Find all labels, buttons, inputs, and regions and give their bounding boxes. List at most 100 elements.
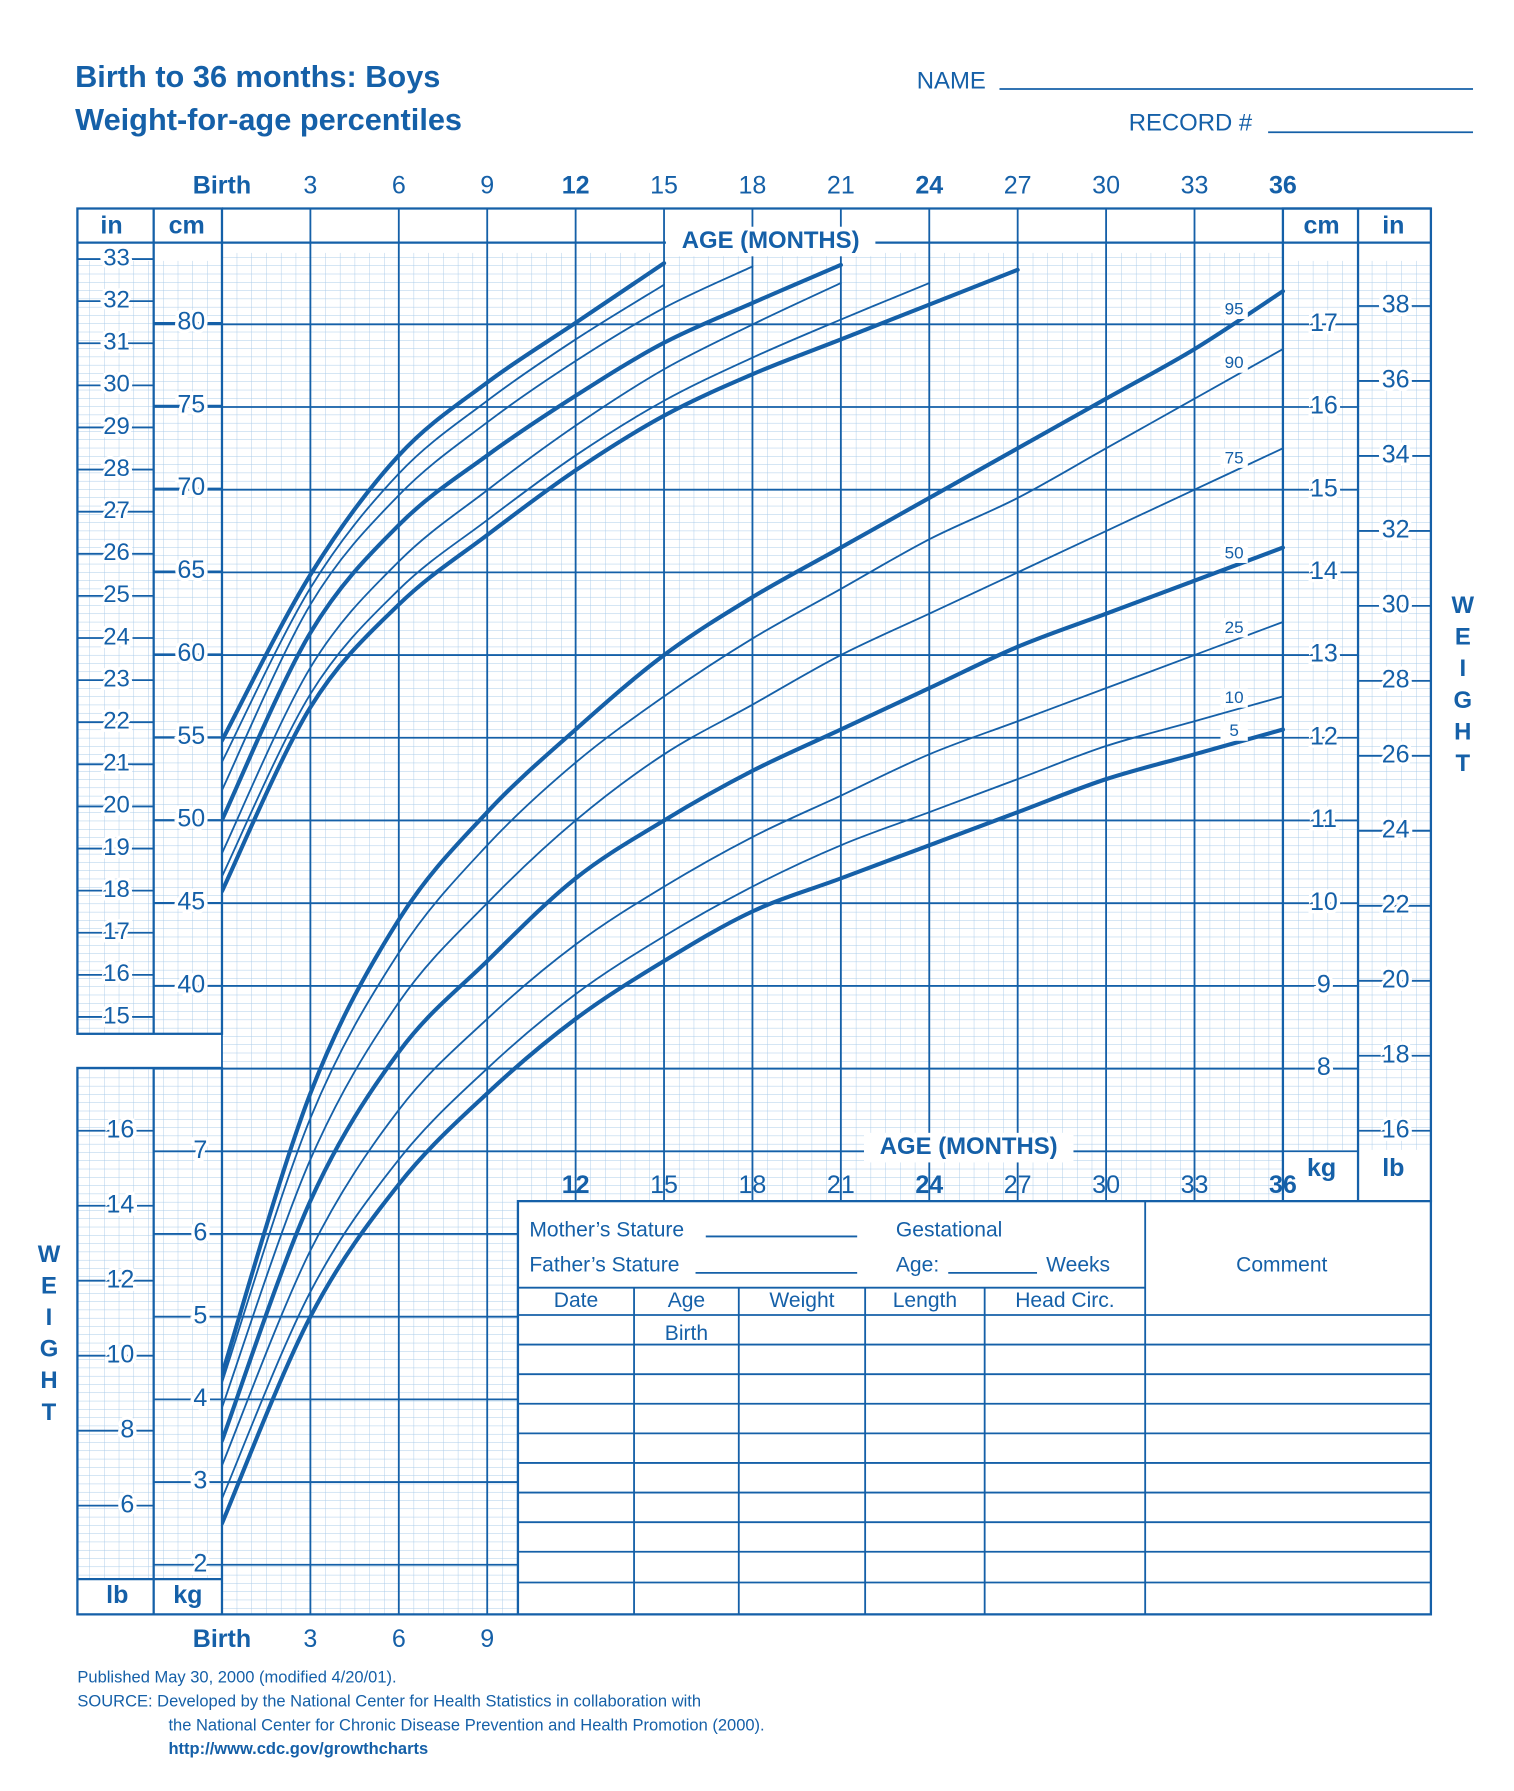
record-table: Mother’s Stature Father’s Stature Gestatio…	[516, 1200, 1433, 1616]
label-background	[1220, 618, 1248, 638]
y2-tick-label: 29	[103, 413, 130, 440]
y2-tick-label: 16	[106, 1115, 134, 1143]
y2-tick-label: 36	[1382, 366, 1410, 394]
table-text: Weight	[769, 1289, 834, 1312]
x-axis-title: AGE (MONTHS)	[665, 226, 876, 257]
y2-tick-label: 32	[103, 286, 130, 313]
y2-tick-label: 34	[1382, 441, 1410, 469]
y-tick-label: 55	[177, 722, 205, 750]
x-tick-label: Birth	[193, 1625, 251, 1653]
y2-tick-label: 27	[103, 497, 130, 524]
y2-tick-label: 22	[103, 708, 130, 735]
header: Birth to 36 months: Boys Weight-for-age …	[75, 59, 1474, 137]
table-text: Birth	[665, 1322, 708, 1345]
y-tick-label: 40	[177, 970, 205, 998]
y-tick-label: 7	[193, 1136, 207, 1164]
title: Birth to 36 months: Boys	[75, 59, 440, 94]
series-label: 25	[1225, 618, 1244, 637]
x-tick-label: 27	[1004, 1171, 1032, 1199]
y-tick-label: 12	[1310, 722, 1338, 750]
x-tick-label: 30	[1092, 171, 1120, 199]
percentile-curve	[221, 545, 1285, 1443]
x-axis-title: AGE (MONTHS)	[682, 227, 860, 254]
y-tick-label: 65	[177, 556, 205, 584]
y2-tick-label: 12	[106, 1265, 134, 1293]
x-tick-label: 15	[650, 171, 678, 199]
source: SOURCE: Developed by the National Center…	[77, 1692, 701, 1710]
x-tick-label: 27	[1004, 171, 1032, 199]
percentile-curve	[221, 262, 843, 823]
x-tick-label: 6	[392, 1625, 406, 1653]
y2-tick-label: 10	[106, 1340, 134, 1368]
table-text: Weeks	[1046, 1254, 1110, 1277]
percentile-curve	[221, 289, 1285, 1377]
label-background	[665, 226, 876, 257]
y2-tick-label: 20	[103, 792, 130, 819]
y2-tick-label: 16	[103, 960, 130, 987]
y-tick-label: 14	[1310, 557, 1338, 585]
table-text: Gestational	[896, 1218, 1002, 1241]
y2-tick-label: 24	[1382, 815, 1410, 843]
table-text: Date	[554, 1289, 598, 1312]
y2-tick-label: 25	[103, 581, 130, 608]
label-background	[1220, 688, 1248, 708]
table-text: Comment	[1236, 1254, 1327, 1277]
percentile-curve	[221, 348, 1284, 1384]
x-tick-label: 24	[915, 1171, 943, 1199]
left-upper-grid	[77, 208, 222, 1034]
table-text: Mother’s Stature	[529, 1218, 684, 1241]
y-tick-label: 45	[177, 887, 205, 915]
y-tick-label: 3	[193, 1467, 207, 1495]
footer-cell	[77, 1579, 222, 1615]
label-background	[1220, 299, 1248, 320]
y2-tick-label: 28	[1382, 665, 1410, 693]
percentile-curve	[221, 265, 754, 792]
percentile-curve	[221, 261, 667, 743]
y-tick-label: 5	[193, 1301, 207, 1329]
y-tick-label: 11	[1311, 805, 1337, 833]
y2-tick-label: 18	[1382, 1040, 1410, 1068]
x-tick-label: 3	[303, 171, 317, 199]
x-tick-label: 18	[739, 171, 767, 199]
y-tick-label: 8	[1317, 1053, 1331, 1081]
y-tick-label: 9	[1317, 970, 1331, 998]
y2-tick-label: 20	[1382, 965, 1410, 993]
x-tick-label: 36	[1269, 1171, 1297, 1199]
label-background	[1220, 721, 1248, 741]
x-tick-label: Birth	[193, 171, 251, 199]
y2-tick-label: 38	[1382, 291, 1410, 319]
y-tick-label: 6	[193, 1219, 207, 1247]
series-label: 5	[1229, 721, 1239, 740]
unit-lb: lb	[1382, 1154, 1404, 1182]
y-tick-label: 17	[1310, 309, 1338, 337]
y2-tick-label: 21	[103, 750, 130, 777]
series-label: 50	[1225, 543, 1244, 562]
header-cell	[77, 208, 222, 261]
y-tick-label: 16	[1310, 392, 1338, 420]
percentile-curve	[221, 283, 665, 763]
series-label: 10	[1225, 688, 1244, 707]
y2-tick-label: 26	[1382, 740, 1410, 768]
table-text: Length	[893, 1289, 957, 1312]
y2-tick-label: 6	[120, 1490, 134, 1518]
y-tick-label: 4	[193, 1384, 207, 1412]
percentile-curve	[221, 621, 1284, 1467]
label-background	[1220, 353, 1248, 373]
x-tick-label: 9	[480, 1625, 494, 1653]
y2-tick-label: 33	[103, 244, 130, 271]
percentile-curve	[221, 282, 931, 878]
series-label: 95	[1225, 299, 1244, 318]
y2-tick-label: 30	[103, 371, 130, 398]
unit-in: in	[1382, 211, 1404, 239]
x-tick-label: 12	[562, 1171, 590, 1199]
table-background	[516, 1200, 1433, 1616]
y-axis-title: WEIGHT	[1449, 592, 1476, 781]
y-tick-label: 75	[177, 390, 205, 418]
percentile-curve	[221, 695, 1284, 1500]
unit-lb: lb	[106, 1581, 128, 1609]
unit-kg: kg	[173, 1581, 202, 1609]
y-tick-label: 2	[193, 1549, 207, 1577]
subtitle: Weight-for-age percentiles	[75, 102, 462, 137]
left-lower-grid	[77, 1067, 222, 1615]
